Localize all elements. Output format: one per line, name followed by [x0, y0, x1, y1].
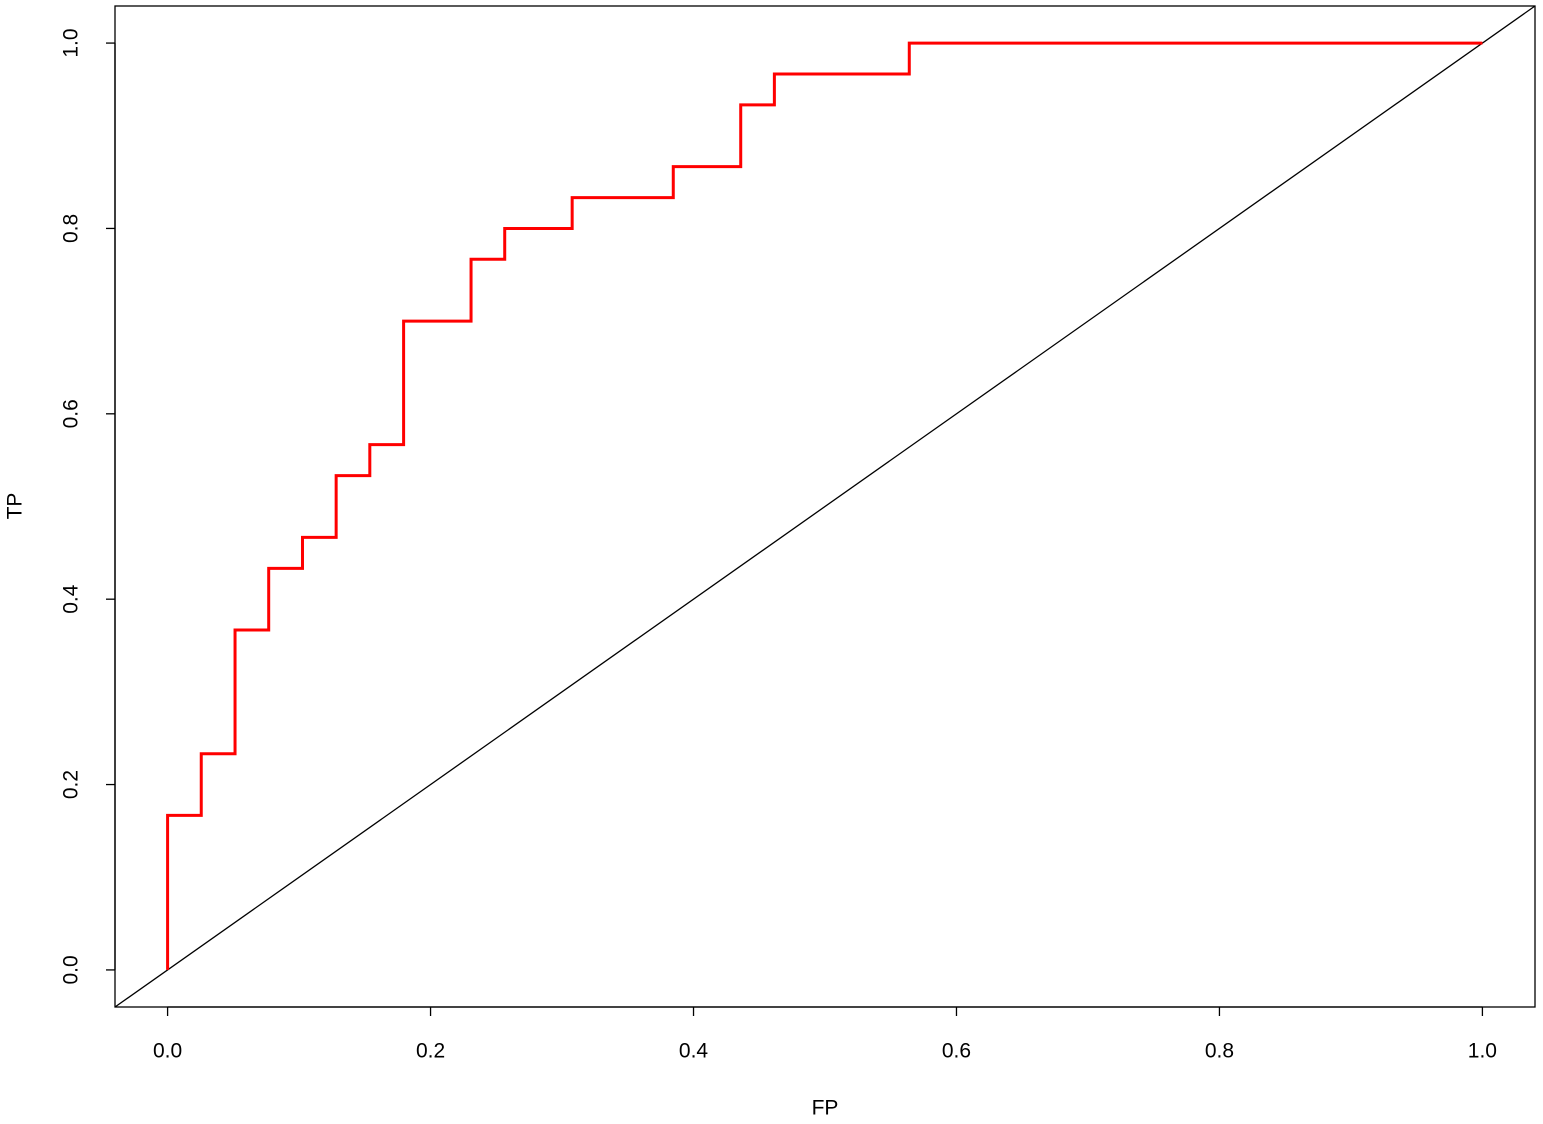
x-tick-label: 0.4: [679, 1040, 709, 1063]
y-tick-label: 1.0: [60, 28, 83, 57]
diagonal-line: [114, 5, 1536, 1008]
y-tick-label: 0.8: [60, 214, 83, 243]
x-tick-label: 1.0: [1468, 1040, 1497, 1063]
x-tick-label: 0.0: [153, 1040, 182, 1063]
x-tick-label: 0.2: [416, 1040, 445, 1063]
x-tick-label: 0.8: [1205, 1040, 1234, 1063]
x-tick-label: 0.6: [942, 1040, 971, 1063]
roc-curve: [166, 41, 1483, 970]
x-axis-label: FP: [812, 1097, 839, 1120]
y-tick-label: 0.4: [60, 584, 83, 614]
y-tick-label: 0.6: [60, 399, 83, 428]
y-axis-label: TP: [4, 493, 27, 520]
y-tick-label: 0.0: [60, 955, 83, 984]
y-tick-label: 0.2: [60, 770, 83, 799]
